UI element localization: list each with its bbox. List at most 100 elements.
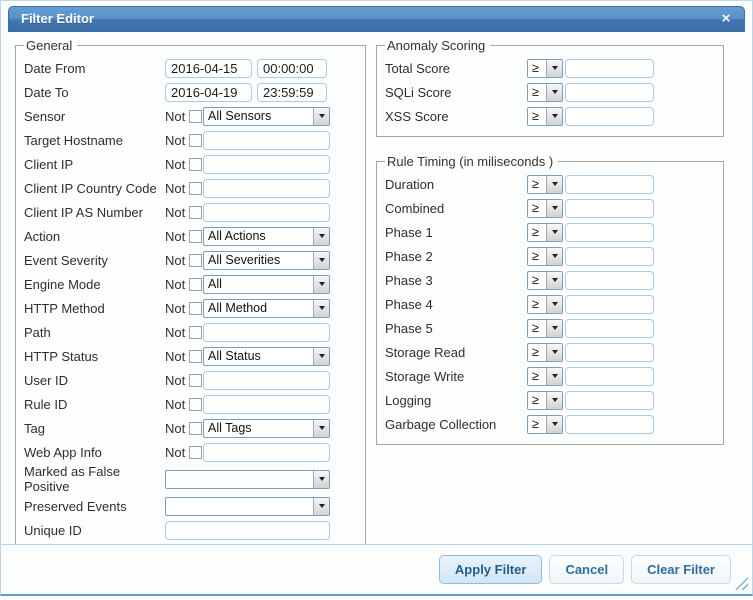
combined-operator-select[interactable]: ≥ <box>527 198 563 218</box>
chevron-down-icon[interactable] <box>546 295 562 313</box>
path-input[interactable] <box>203 322 330 342</box>
chevron-down-icon[interactable] <box>546 367 562 385</box>
chevron-down-icon[interactable] <box>313 275 329 293</box>
close-icon[interactable]: × <box>721 10 731 27</box>
chevron-down-icon[interactable] <box>546 343 562 361</box>
not-checkbox[interactable] <box>189 109 203 123</box>
storage-read-input[interactable] <box>565 342 654 362</box>
clear-filter-button[interactable]: Clear Filter <box>631 555 731 584</box>
chevron-down-icon[interactable] <box>313 251 329 269</box>
sensor-select[interactable]: All Sensors <box>203 106 330 126</box>
chevron-down-icon[interactable] <box>546 199 562 217</box>
not-checkbox[interactable] <box>189 277 203 291</box>
logging-input[interactable] <box>565 390 654 410</box>
not-checkbox[interactable] <box>189 253 203 267</box>
phase-4-input[interactable] <box>565 294 654 314</box>
not-checkbox[interactable] <box>189 229 203 243</box>
resize-grip-icon[interactable] <box>735 577 748 590</box>
chevron-down-icon[interactable] <box>546 415 562 433</box>
chevron-down-icon[interactable] <box>313 497 329 515</box>
chevron-down-icon[interactable] <box>313 107 329 125</box>
user-id-input[interactable] <box>203 370 330 390</box>
phase-5-operator-select[interactable]: ≥ <box>527 318 563 338</box>
cancel-button[interactable]: Cancel <box>549 555 625 584</box>
event-severity-select[interactable]: All Severities <box>203 250 330 270</box>
preserved-events-select[interactable] <box>165 496 330 516</box>
action-select[interactable]: All Actions <box>203 226 330 246</box>
chevron-down-icon[interactable] <box>546 175 562 193</box>
storage-write-operator-select[interactable]: ≥ <box>527 366 563 386</box>
select-value: ≥ <box>532 224 539 239</box>
filter-row: Phase 2 ≥ <box>385 244 715 268</box>
chevron-down-icon[interactable] <box>546 83 562 101</box>
phase-1-input[interactable] <box>565 222 654 242</box>
chevron-down-icon[interactable] <box>313 299 329 317</box>
garbage-collection-operator-select[interactable]: ≥ <box>527 414 563 434</box>
dialog-titlebar[interactable]: Filter Editor × <box>8 6 745 32</box>
time-from-input[interactable] <box>257 58 327 78</box>
client-ip-country-code-input[interactable] <box>203 178 330 198</box>
not-checkbox[interactable] <box>189 133 203 147</box>
chevron-down-icon[interactable] <box>546 319 562 337</box>
xss-score-input[interactable] <box>565 106 654 126</box>
sqli-score-input[interactable] <box>565 82 654 102</box>
total-score-operator-select[interactable]: ≥ <box>527 58 563 78</box>
phase-5-input[interactable] <box>565 318 654 338</box>
duration-operator-select[interactable]: ≥ <box>527 174 563 194</box>
phase-4-operator-select[interactable]: ≥ <box>527 294 563 314</box>
sqli-score-operator-select[interactable]: ≥ <box>527 82 563 102</box>
date-to-input[interactable] <box>165 82 252 102</box>
not-label: Not <box>165 444 186 460</box>
storage-read-operator-select[interactable]: ≥ <box>527 342 563 362</box>
rule-id-input[interactable] <box>203 394 330 414</box>
total-score-input[interactable] <box>565 58 654 78</box>
not-checkbox[interactable] <box>189 445 203 459</box>
apply-filter-button[interactable]: Apply Filter <box>438 555 543 584</box>
chevron-down-icon[interactable] <box>546 247 562 265</box>
duration-input[interactable] <box>565 174 654 194</box>
garbage-collection-input[interactable] <box>565 414 654 434</box>
chevron-down-icon[interactable] <box>313 470 329 488</box>
chevron-down-icon[interactable] <box>546 59 562 77</box>
chevron-down-icon[interactable] <box>546 107 562 125</box>
not-checkbox[interactable] <box>189 373 203 387</box>
combined-input[interactable] <box>565 198 654 218</box>
phase-3-operator-select[interactable]: ≥ <box>527 270 563 290</box>
not-checkbox[interactable] <box>189 301 203 315</box>
time-to-input[interactable] <box>257 82 327 102</box>
not-checkbox[interactable] <box>189 157 203 171</box>
client-ip-as-number-input[interactable] <box>203 202 330 222</box>
phase-1-operator-select[interactable]: ≥ <box>527 222 563 242</box>
engine-mode-select[interactable]: All <box>203 274 330 294</box>
xss-score-operator-select[interactable]: ≥ <box>527 106 563 126</box>
http-method-select[interactable]: All Method <box>203 298 330 318</box>
tag-select[interactable]: All Tags <box>203 418 330 438</box>
not-checkbox[interactable] <box>189 349 203 363</box>
chevron-down-icon[interactable] <box>313 419 329 437</box>
not-checkbox[interactable] <box>189 205 203 219</box>
storage-write-input[interactable] <box>565 366 654 386</box>
not-checkbox[interactable] <box>189 397 203 411</box>
field-label: Sensor <box>24 108 66 124</box>
web-app-info-input[interactable] <box>203 442 330 462</box>
phase-2-operator-select[interactable]: ≥ <box>527 246 563 266</box>
chevron-down-icon[interactable] <box>546 223 562 241</box>
client-ip-input[interactable] <box>203 154 330 174</box>
chevron-down-icon[interactable] <box>546 271 562 289</box>
phase-3-input[interactable] <box>565 270 654 290</box>
target-hostname-input[interactable] <box>203 130 330 150</box>
date-from-input[interactable] <box>165 58 252 78</box>
not-checkbox[interactable] <box>189 181 203 195</box>
marked-as-false-positive-select[interactable] <box>165 469 330 489</box>
http-status-select[interactable]: All Status <box>203 346 330 366</box>
chevron-down-icon[interactable] <box>313 227 329 245</box>
phase-2-input[interactable] <box>565 246 654 266</box>
chevron-down-icon[interactable] <box>546 391 562 409</box>
unique-id-input[interactable] <box>165 520 330 540</box>
chevron-down-icon[interactable] <box>313 347 329 365</box>
logging-operator-select[interactable]: ≥ <box>527 390 563 410</box>
not-wrapper: Not <box>165 205 203 220</box>
select-value: ≥ <box>532 320 539 335</box>
not-checkbox[interactable] <box>189 325 203 339</box>
not-checkbox[interactable] <box>189 421 203 435</box>
